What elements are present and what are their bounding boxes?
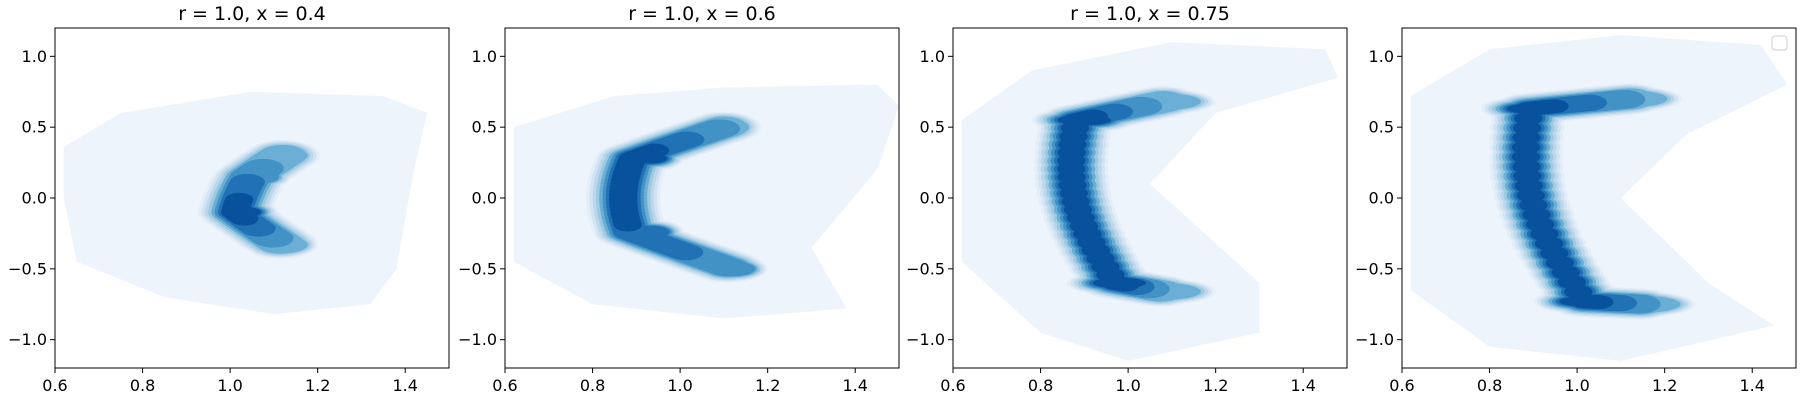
- y-tick-label: 0.0: [472, 189, 497, 208]
- y-tick-label: 1.0: [920, 47, 945, 66]
- y-tick-label: 1.0: [1369, 47, 1394, 66]
- x-tick-label: 1.0: [667, 376, 692, 395]
- y-tick-label: 1.0: [22, 47, 47, 66]
- density-peak-level-6: [629, 225, 670, 239]
- y-tick-label: 0.0: [920, 189, 945, 208]
- chart-panel-4: 0.6 0.8 1.0 1.2 1.4 −1.0 −0.5 0.0 0.5 1.0: [1355, 27, 1797, 395]
- y-tick-label: −0.5: [906, 259, 945, 278]
- y-tick-label: −1.0: [458, 330, 497, 349]
- density-contour-level-7: [1511, 140, 1541, 155]
- x-tick-label: 1.0: [1564, 376, 1589, 395]
- y-tick-label: −1.0: [1355, 330, 1394, 349]
- y-tick-label: 0.0: [1369, 189, 1394, 208]
- x-tick-label: 1.4: [1290, 376, 1315, 395]
- density-peak-level-7: [1092, 277, 1147, 289]
- density-peak-level-7: [1506, 103, 1561, 115]
- density-contour-level-6: [668, 244, 704, 261]
- y-tick-label: −1.0: [906, 330, 945, 349]
- x-tick-label: 0.6: [42, 376, 67, 395]
- y-tick-label: 0.0: [22, 189, 47, 208]
- y-tick-label: 0.5: [22, 118, 47, 137]
- density-peak-level-7: [631, 153, 668, 164]
- density-peak-level-5: [709, 261, 756, 277]
- density-peak-level-7: [1057, 114, 1112, 126]
- density-contours: [63, 91, 428, 315]
- x-tick-label: 1.2: [755, 376, 780, 395]
- y-tick-label: −0.5: [8, 259, 47, 278]
- y-tick-label: −1.0: [8, 330, 47, 349]
- density-background: [513, 84, 899, 319]
- density-contours: [513, 84, 899, 319]
- chart-title: r = 1.0, x = 0.75: [1070, 3, 1230, 25]
- x-tick-label: 0.6: [1389, 376, 1414, 395]
- x-tick-label: 1.2: [305, 376, 330, 395]
- y-tick-label: 1.0: [472, 47, 497, 66]
- y-tick-label: −0.5: [458, 259, 497, 278]
- density-contour-level-7: [1513, 121, 1542, 135]
- chart-panel-2: 0.6 0.8 1.0 1.2 1.4 −1.0 −0.5 0.0 0.5 1.0 r = 1.0,…: [458, 3, 900, 395]
- density-contour-level-7: [1511, 150, 1541, 164]
- density-contours: [1410, 35, 1788, 361]
- x-tick-label: 1.4: [1739, 376, 1764, 395]
- density-contour-level-7: [1512, 130, 1541, 145]
- x-tick-label: 1.4: [392, 376, 417, 395]
- x-tick-label: 0.8: [1028, 376, 1053, 395]
- y-tick-label: 0.5: [920, 118, 945, 137]
- density-contours: [961, 42, 1339, 361]
- chart-panel-3: 0.6 0.8 1.0 1.2 1.4 −1.0 −0.5 0.0 0.5 1.0 r = 1.0,…: [906, 3, 1348, 395]
- x-tick-label: 1.4: [842, 376, 867, 395]
- legend-box: [1771, 35, 1788, 51]
- y-tick-label: 0.5: [472, 118, 497, 137]
- x-tick-label: 1.0: [1115, 376, 1140, 395]
- x-tick-label: 1.2: [1203, 376, 1228, 395]
- density-peak-level-7: [1559, 296, 1613, 307]
- y-tick-label: −0.5: [1355, 259, 1394, 278]
- x-tick-label: 0.8: [580, 376, 605, 395]
- chart-panel-1: 0.6 0.8 1.0 1.2 1.4 −1.0 −0.5 0.0 0.5 1.0 r = 1.0,…: [8, 3, 450, 395]
- x-tick-label: 1.0: [217, 376, 242, 395]
- x-tick-label: 0.8: [1477, 376, 1502, 395]
- chart-title: r = 1.0, x = 0.6: [628, 3, 776, 25]
- x-tick-label: 0.6: [940, 376, 965, 395]
- x-tick-label: 0.8: [130, 376, 155, 395]
- density-contour-level-7: [613, 217, 642, 232]
- density-peak-level-7: [225, 206, 262, 218]
- x-tick-label: 0.6: [492, 376, 517, 395]
- chart-title: r = 1.0, x = 0.4: [178, 3, 326, 25]
- x-tick-label: 1.2: [1652, 376, 1677, 395]
- y-tick-label: 0.5: [1369, 118, 1394, 137]
